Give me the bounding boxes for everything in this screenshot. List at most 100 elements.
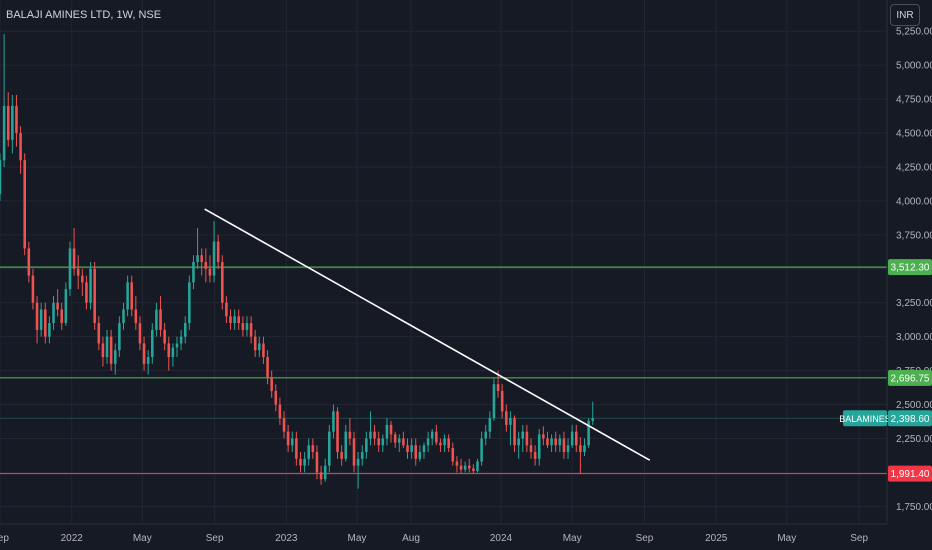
candle-body	[521, 431, 525, 439]
horizontal-level-lines	[0, 266, 887, 475]
x-tick-label: 2024	[490, 533, 513, 544]
trendline-layer	[204, 208, 651, 461]
candle-body	[221, 262, 224, 303]
candle-body	[151, 329, 154, 358]
x-tick-label: 2023	[275, 533, 298, 544]
candle-body	[566, 445, 570, 453]
candle-body	[299, 458, 302, 466]
candle-body	[233, 316, 236, 324]
candle-body	[480, 438, 483, 462]
candle-body	[171, 347, 175, 358]
candle-body	[68, 248, 72, 290]
candle-body	[175, 343, 179, 348]
y-tick-label: 4,000.00	[896, 196, 932, 207]
candle-body	[348, 431, 352, 439]
candle-body	[134, 309, 138, 324]
candle-body	[286, 431, 290, 446]
candle-body	[105, 336, 109, 358]
candle-body	[550, 438, 553, 446]
candle-body	[35, 302, 39, 330]
candle-body	[192, 262, 195, 283]
trendline[interactable]	[204, 208, 651, 461]
candle-body	[6, 105, 10, 140]
y-tick-label: 4,750.00	[896, 95, 932, 106]
candle-body	[558, 438, 562, 446]
candle-body	[183, 323, 187, 337]
x-tick-label: May	[563, 533, 582, 544]
candle-body	[11, 105, 14, 140]
candle-body	[225, 302, 228, 317]
candle-body	[476, 461, 479, 472]
candle-body	[101, 343, 105, 358]
candle-body	[52, 302, 55, 324]
candle-body	[509, 418, 512, 425]
candle-body	[360, 452, 364, 459]
x-tick-label: Sep	[636, 533, 654, 544]
horizontal-grid	[0, 30, 887, 507]
candles	[0, 33, 595, 489]
candle-body	[253, 336, 257, 351]
candle-body	[146, 357, 150, 364]
candle-body	[365, 438, 368, 453]
candle-body	[591, 418, 595, 421]
x-tick-label: Aug	[402, 533, 420, 544]
candle-body	[196, 255, 199, 262]
candle-body	[249, 323, 253, 337]
symbol-label: BALAMINES	[839, 414, 891, 424]
candle-body	[546, 438, 549, 446]
candle-body	[212, 241, 216, 276]
price-labels: 3,512.30 2,696.75 1,991.40 BALAMINES 2,398.6…	[839, 259, 932, 482]
chart-title: BALAJI AMINES LTD, 1W, NSE	[6, 9, 162, 21]
candle-body	[237, 316, 241, 324]
y-tick-label: 3,000.00	[896, 332, 932, 343]
candle-body	[336, 411, 339, 453]
level-price-label: 2,696.75	[891, 373, 930, 384]
currency-button[interactable]: INR	[890, 4, 920, 26]
candle-body	[282, 418, 286, 432]
candle-body	[85, 282, 88, 303]
candle-body	[369, 431, 372, 439]
y-tick-label: 2,500.00	[896, 400, 932, 411]
vertical-grid	[0, 0, 860, 524]
x-tick-label: May	[347, 533, 366, 544]
candle-body	[492, 384, 496, 419]
candle-body	[126, 282, 129, 310]
candle-body	[274, 390, 278, 405]
candle-body	[443, 438, 446, 446]
x-tick-label: Sep	[206, 533, 224, 544]
last-price-badge	[888, 410, 932, 427]
candle-body	[517, 438, 520, 446]
candle-body	[97, 323, 101, 344]
y-tick-label: 2,250.00	[896, 434, 932, 445]
x-tick-label: Sep	[0, 533, 9, 544]
candle-body	[373, 431, 376, 439]
candle-body	[89, 268, 92, 303]
candle-body	[414, 445, 418, 459]
candle-body	[278, 404, 282, 419]
x-tick-label: 2022	[61, 533, 84, 544]
candle-body	[340, 452, 343, 459]
candle-body	[410, 445, 413, 453]
level-price-badge	[888, 259, 932, 276]
candle-body	[23, 160, 26, 249]
candle-body	[398, 438, 401, 443]
candle-body	[583, 445, 586, 453]
candle-body	[0, 160, 2, 195]
candle-body	[406, 445, 409, 453]
x-tick-label: May	[133, 533, 152, 544]
candle-body	[562, 438, 566, 453]
candle-body	[447, 438, 450, 448]
candle-body	[455, 461, 459, 466]
candle-body	[138, 323, 142, 344]
candle-body	[295, 438, 298, 459]
candle-body	[159, 309, 162, 330]
y-tick-label: 3,250.00	[896, 298, 932, 309]
candle-body	[356, 458, 360, 466]
candle-body	[290, 438, 294, 446]
candle-body	[529, 445, 533, 453]
candle-body	[587, 420, 590, 446]
candle-body	[332, 411, 335, 432]
level-price-badge	[888, 465, 932, 482]
x-tick-label: Sep	[850, 533, 868, 544]
